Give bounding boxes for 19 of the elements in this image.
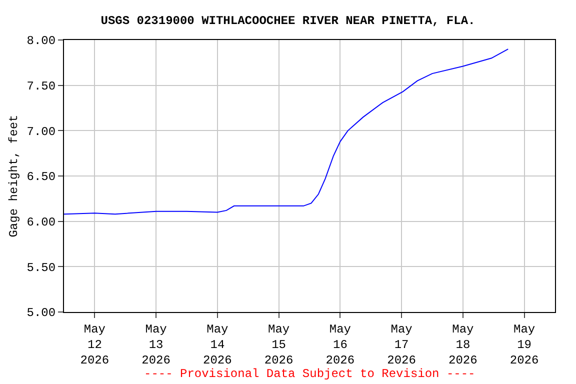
x-tick-label: May 19 2026 — [510, 322, 539, 368]
line-series — [64, 48, 509, 215]
x-tick-label: May 15 2026 — [264, 322, 294, 368]
y-tick-label: 5.00 — [26, 306, 56, 320]
x-tick-label: May 14 2026 — [203, 322, 232, 368]
y-tick-label: 6.00 — [26, 216, 56, 230]
y-axis-title: Gage height, feet — [7, 114, 22, 238]
y-tick-label: 5.50 — [26, 260, 56, 275]
y-tick-label: 6.50 — [26, 170, 56, 184]
y-tick-label: 7.50 — [26, 80, 56, 94]
x-tick-label: May 12 2026 — [80, 322, 110, 368]
x-tick-label: May 13 2026 — [142, 322, 170, 368]
x-tick-label: May 18 2026 — [448, 322, 478, 368]
y-tick-label: 8.00 — [26, 34, 56, 48]
text: ---- Provisional Data Subject to Revision ---- — [144, 367, 476, 381]
x-tick-label: May 17 2026 — [387, 322, 416, 368]
x-tick-label: May 16 2026 — [326, 322, 355, 368]
chart-title: USGS 02319000 WITHLACOOCHEE RIVER NEAR PINETTA, FLA. — [100, 14, 476, 28]
y-tick-label: 7.00 — [26, 124, 56, 139]
